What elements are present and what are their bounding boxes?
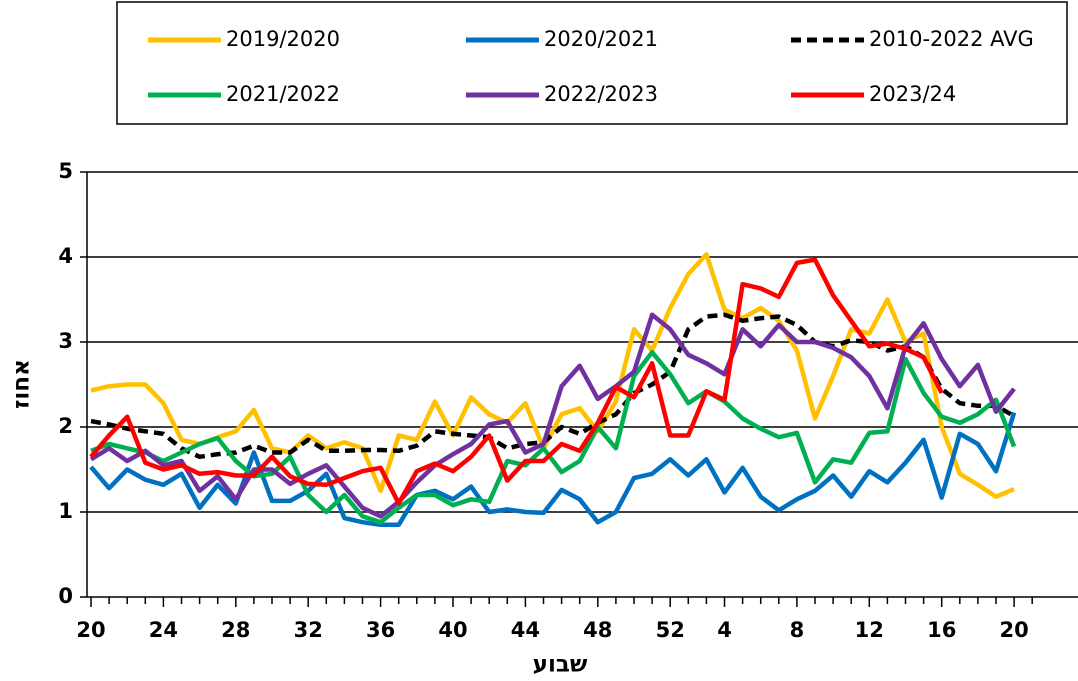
x-tick-label: 12 <box>855 618 884 642</box>
y-tick-label: 3 <box>58 329 73 353</box>
y-tick-label: 0 <box>58 584 73 608</box>
x-tick-label: 36 <box>366 618 395 642</box>
x-tick-label: 24 <box>149 618 178 642</box>
x-tick-label: 4 <box>717 618 732 642</box>
legend-label: 2023/24 <box>869 82 956 106</box>
y-tick-label: 2 <box>58 414 73 438</box>
x-tick-label: 20 <box>999 618 1028 642</box>
y-tick-label: 4 <box>58 244 73 268</box>
x-tick-label: 48 <box>583 618 612 642</box>
x-tick-label: 40 <box>438 618 467 642</box>
x-tick-label: 52 <box>656 618 685 642</box>
legend-label: 2010-2022 AVG <box>869 27 1034 51</box>
legend-label: 2022/2023 <box>544 82 658 106</box>
legend-box <box>116 1 1068 125</box>
x-tick-label: 44 <box>511 618 540 642</box>
series-line <box>90 312 1016 460</box>
legend-label: 2021/2022 <box>226 82 340 106</box>
x-tick-label: 20 <box>76 618 105 642</box>
series-line <box>90 349 1017 525</box>
x-tick-label: 28 <box>221 618 250 642</box>
y-axis-label: אחוז <box>9 359 35 409</box>
y-tick-label: 5 <box>58 159 73 183</box>
series-line <box>89 411 1017 528</box>
x-axis-label: שבוע <box>533 652 588 678</box>
x-tick-label: 16 <box>927 618 956 642</box>
legend-label: 2019/2020 <box>226 27 340 51</box>
y-tick-label: 1 <box>58 499 73 523</box>
x-tick-label: 8 <box>790 618 805 642</box>
series-line <box>89 257 944 506</box>
legend-label: 2020/2021 <box>544 27 658 51</box>
series-line <box>89 312 1016 519</box>
x-tick-label: 32 <box>294 618 323 642</box>
